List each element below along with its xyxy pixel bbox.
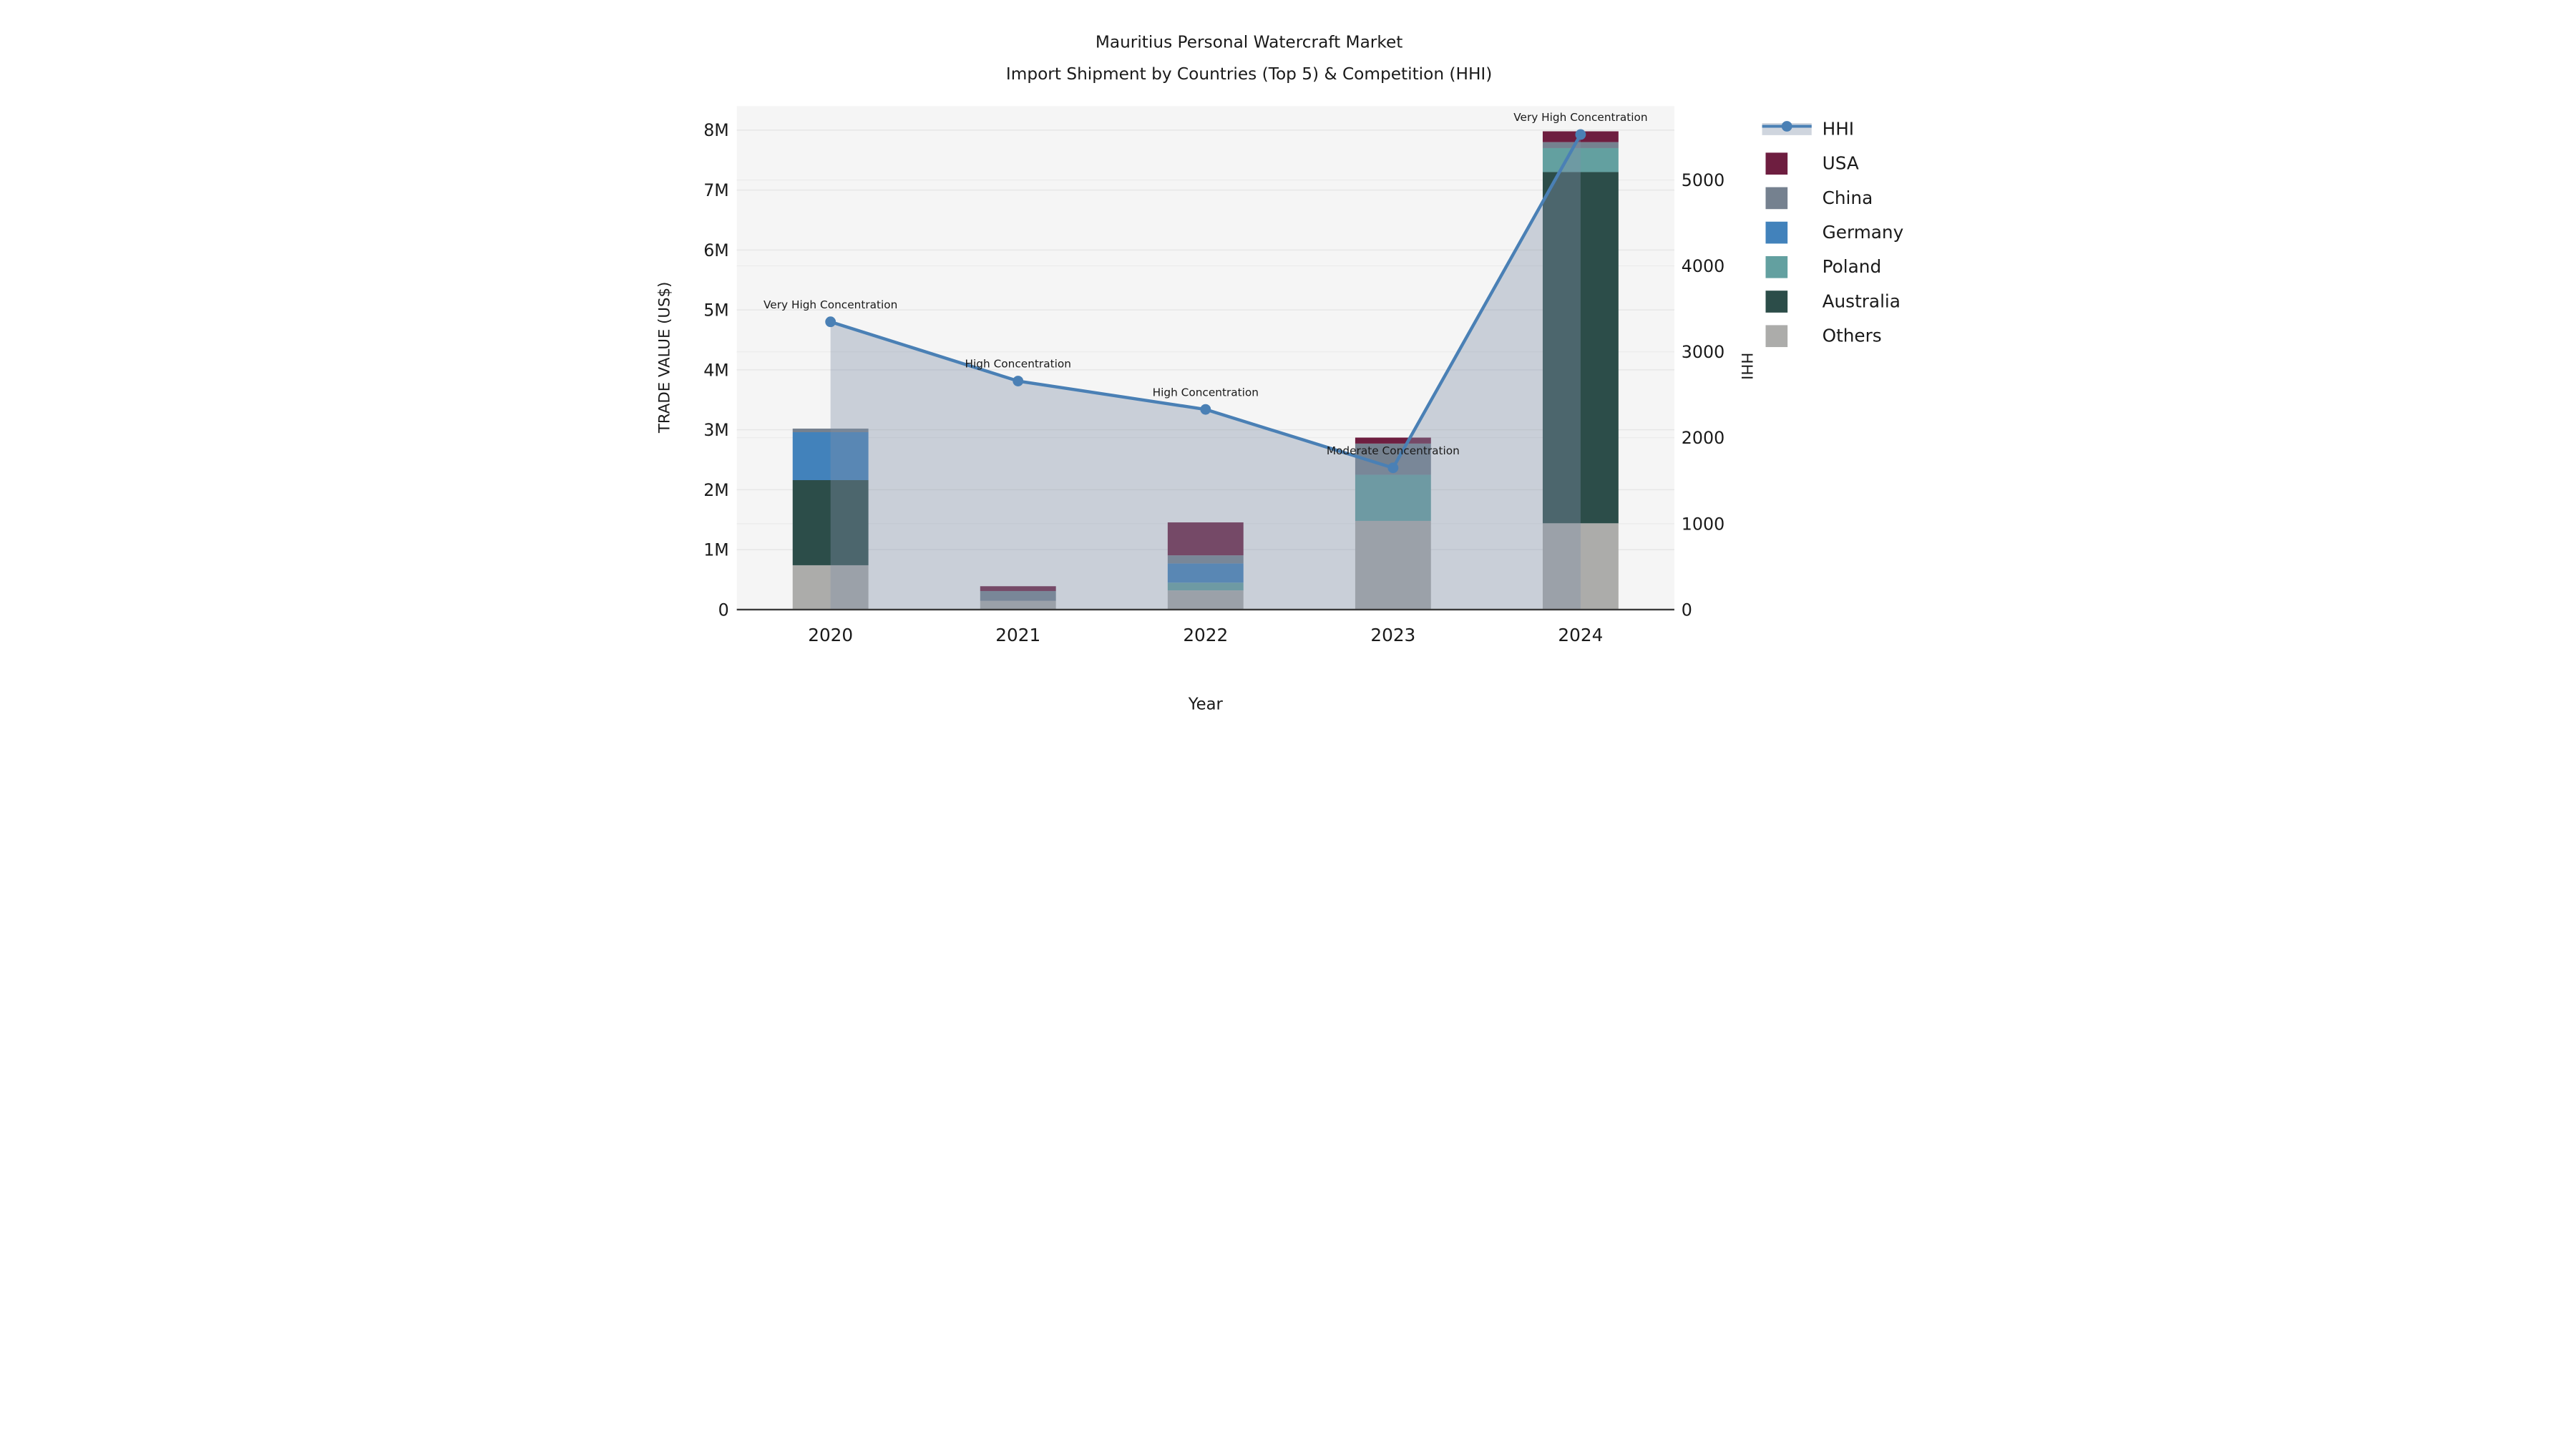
hhi-annotation-2024: Very High Concentration [1513,111,1647,124]
legend-swatch-germany [1765,221,1788,244]
legend-item-hhi: HHI [1762,118,1854,139]
legend-hhi-marker [1781,121,1792,132]
bar-australia-2020 [792,480,869,565]
bar-usa-2022 [1167,522,1244,556]
bar-poland-2023 [1355,474,1431,521]
bar-others-2024 [1542,523,1619,610]
bar-china-2022 [1167,555,1244,564]
legend-label-china: China [1823,187,1873,208]
y-axis-label-right: HHI [1737,353,1755,380]
bar-usa-2023 [1355,437,1431,444]
legend-item-usa: USA [1765,152,1859,175]
chart-title-line2: Import Shipment by Countries (Top 5) & C… [1006,64,1492,84]
bar-china-2021 [980,590,1056,601]
bar-germany-2022 [1167,563,1244,583]
bar-china-2020 [792,428,869,432]
legend-item-germany: Germany [1765,221,1904,244]
y-left-tick-1M: 1M [703,540,729,560]
legend-swatch-australia [1765,291,1788,313]
y-left-tick-8M: 8M [703,120,729,140]
y-left-tick-5M: 5M [703,301,729,321]
y-right-tick-0: 0 [1682,600,1692,620]
hhi-point-2020 [825,316,836,328]
hhi-point-2022 [1200,404,1211,415]
legend-label-hhi: HHI [1823,118,1854,139]
legend-label-australia: Australia [1823,291,1901,311]
y-right-tick-5000: 5000 [1682,170,1724,190]
bar-others-2021 [980,600,1056,610]
y-axis-label-left: TRADE VALUE (US$) [656,282,674,434]
x-tick-2021: 2021 [995,625,1040,645]
x-axis-label: Year [1188,695,1224,713]
x-tick-2024: 2024 [1558,625,1603,645]
legend-swatch-china [1765,187,1788,210]
chart-title-line1: Mauritius Personal Watercraft Market [1096,33,1403,52]
bar-germany-2020 [792,431,869,481]
y-left-tick-6M: 6M [703,240,729,260]
legend-item-australia: Australia [1765,291,1901,313]
y-left-tick-4M: 4M [703,360,729,380]
bar-poland-2022 [1167,582,1244,591]
legend-item-others: Others [1765,325,1882,348]
hhi-annotation-2022: High Concentration [1153,386,1259,399]
bar-china-2024 [1542,142,1619,148]
bar-poland-2024 [1542,147,1619,172]
hhi-point-2023 [1387,462,1399,474]
legend-label-others: Others [1823,326,1882,346]
legend-label-poland: Poland [1823,256,1882,277]
hhi-import-chart: Mauritius Personal Watercraft Market Imp… [656,33,1904,714]
bar-others-2020 [792,565,869,610]
x-tick-2020: 2020 [808,625,853,645]
y-left-tick-3M: 3M [703,420,729,440]
figure: Mauritius Personal Watercraft Market Imp… [651,0,1925,716]
hhi-annotation-2021: High Concentration [965,358,1071,371]
hhi-area-fill [830,134,1581,610]
bar-usa-2021 [980,586,1056,591]
legend-label-germany: Germany [1823,222,1904,243]
legend-item-china: China [1765,187,1873,210]
hhi-annotation-2020: Very High Concentration [763,298,897,311]
legend-swatch-poland [1765,255,1788,278]
legend: HHI USA China Germany Poland Australia Others [1762,118,1904,348]
y-right-tick-2000: 2000 [1682,428,1724,448]
y-right-tick-4000: 4000 [1682,256,1724,276]
y-left-tick-2M: 2M [703,480,729,500]
x-tick-2023: 2023 [1370,625,1415,645]
legend-swatch-usa [1765,152,1788,175]
legend-label-usa: USA [1823,153,1859,174]
hhi-annotation-2023: Moderate Concentration [1327,444,1460,457]
bar-others-2023 [1355,520,1431,610]
hhi-point-2021 [1013,376,1024,386]
y-left-tick-0: 0 [718,600,729,620]
legend-item-poland: Poland [1765,255,1882,278]
bar-others-2022 [1167,590,1244,610]
hhi-point-2024 [1575,129,1586,140]
legend-swatch-others [1765,325,1788,348]
bar-australia-2024 [1542,172,1619,524]
y-right-tick-3000: 3000 [1682,342,1724,362]
y-left-tick-7M: 7M [703,180,729,200]
plot-area: Very High Concentration High Concentratio… [703,106,1724,645]
y-right-tick-1000: 1000 [1682,514,1724,534]
x-tick-2022: 2022 [1183,625,1228,645]
